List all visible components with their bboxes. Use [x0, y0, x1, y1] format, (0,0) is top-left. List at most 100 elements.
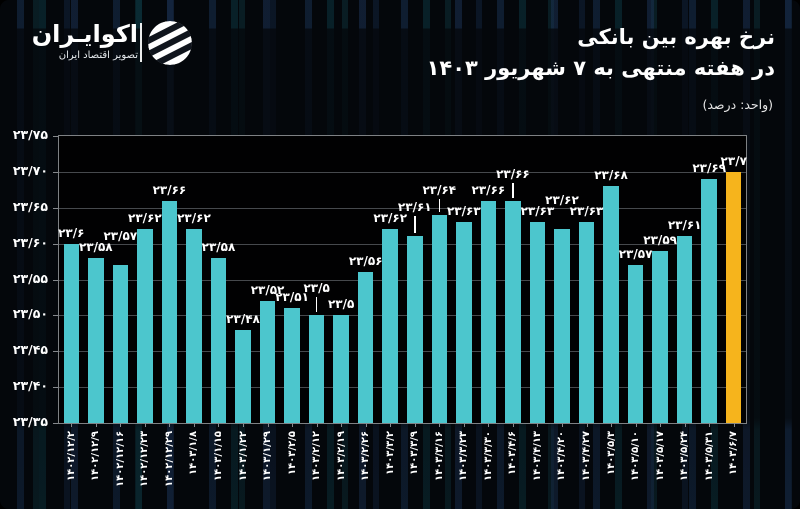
y-tick-label: ۲۳/۵۵: [12, 270, 48, 286]
bar: [357, 272, 374, 423]
bar: [308, 315, 325, 423]
bar-value-label: ۲۳/۶۳: [520, 204, 555, 219]
logo-separator: [140, 23, 142, 62]
y-tick: [53, 315, 58, 317]
x-tick: [390, 423, 392, 427]
bar: [627, 265, 644, 423]
x-tick-label: ۱۴۰۳/۵/۳: [605, 431, 617, 475]
x-tick: [193, 423, 195, 427]
x-tick-label: ۱۴۰۳/۳/۲: [384, 431, 396, 475]
bar: [88, 257, 104, 423]
x-tick-label: ۱۴۰۳/۱/۲۲: [237, 430, 249, 481]
x-tick: [635, 423, 637, 427]
x-tick: [512, 423, 514, 427]
y-tick-label: ۲۳/۷۰: [12, 162, 48, 178]
bar: [235, 329, 251, 423]
x-tick: [95, 423, 97, 427]
bar-value-label: ۲۳/۶۲: [373, 211, 408, 226]
label-leader-line: [438, 198, 441, 212]
bar-value-label: ۲۳/۵: [303, 281, 330, 296]
x-tick: [267, 423, 269, 427]
logo-tagline: تصویر اقتصاد ایران: [58, 50, 138, 61]
x-tick: [586, 423, 588, 427]
x-tick-label: ۱۴۰۳/۱/۲۹: [262, 430, 274, 481]
bar-value-label: ۲۳/۵۸: [201, 239, 236, 254]
bar: [63, 243, 80, 423]
bar-value-label: ۲۳/۶۸: [594, 168, 628, 183]
ecoiran-logo-icon: [148, 21, 192, 65]
bar-value-label: ۲۳/۵۱: [275, 290, 309, 305]
bar: [407, 236, 423, 423]
bar: [161, 200, 178, 423]
bar: [112, 265, 129, 423]
x-tick: [243, 423, 245, 427]
x-tick: [463, 423, 465, 427]
y-axis-labels: ۲۳/۷۵ ۲۳/۷۰ ۲۳/۶۵ ۲۳/۶۰ ۲۳/۵۵ ۲۳/۵۰ ۲۳/۴۵ ۲۳/۴۰…: [0, 127, 52, 429]
bar: [333, 315, 349, 423]
x-tick: [316, 423, 318, 427]
x-tick-label: ۱۴۰۲/۱۲/۲۳: [139, 430, 151, 487]
x-tick-label: ۱۴۰۲/۱۲/۱۶: [114, 430, 126, 487]
x-tick: [660, 423, 662, 427]
bar-value-label: ۲۳/۶۴: [422, 182, 457, 197]
x-tick: [488, 423, 490, 427]
gridline: [59, 279, 746, 281]
bar: [137, 229, 153, 423]
y-tick-label: ۲۳/۶۵: [12, 198, 48, 214]
bar: [701, 179, 717, 423]
bar: [603, 186, 619, 423]
bar-value-label: ۲۳/۶۶: [471, 182, 506, 197]
bar-value-label: ۲۳/۵۲: [250, 283, 285, 298]
chart-title-line1: نرخ بهره بین بانکی: [577, 25, 775, 49]
x-tick-label: ۱۴۰۳/۱/۸: [188, 431, 200, 475]
bar-value-label: ۲۳/۴۸: [226, 311, 260, 326]
bar-value-label: ۲۳/۶۲: [545, 193, 579, 208]
gridline: [59, 351, 746, 353]
x-tick-label: ۱۴۰۳/۵/۱۰: [630, 430, 642, 481]
bar: [456, 222, 472, 423]
x-tick: [439, 423, 441, 427]
bar-value-label: ۲۳/۵۷: [103, 229, 138, 244]
bar: [578, 222, 595, 423]
y-tick-label: ۲۳/۶۰: [12, 234, 48, 250]
x-tick: [292, 423, 294, 427]
bar-value-label: ۲۳/۶۳: [569, 204, 604, 219]
y-tick: [53, 136, 58, 137]
bar-value-label: ۲۳/۶۹: [692, 161, 727, 176]
bar-value-label: ۲۳/۶۱: [397, 200, 432, 215]
logo-name: اکوایـران: [31, 20, 138, 48]
x-tick: [611, 423, 613, 427]
x-tick: [561, 423, 563, 427]
bar-value-label: ۲۳/۵۹: [643, 232, 677, 247]
x-tick-label: ۱۴۰۳/۴/۲۰: [556, 430, 568, 481]
label-leader-line: [512, 182, 514, 198]
x-tick: [71, 423, 73, 427]
x-tick-label: ۱۴۰۲/۱۲/۲: [65, 430, 77, 481]
x-tick-label: ۱۴۰۳/۳/۱۶: [433, 430, 445, 481]
x-tick: [144, 423, 146, 427]
x-tick-label: ۱۴۰۳/۲/۲۶: [360, 430, 372, 481]
x-tick-label: ۱۴۰۳/۲/۵: [286, 431, 298, 475]
x-tick-label: ۱۴۰۳/۳/۳۰: [482, 430, 494, 481]
y-tick-label: ۲۳/۷۵: [12, 127, 48, 142]
y-tick-label: ۲۳/۴۰: [12, 378, 48, 394]
y-tick: [53, 387, 58, 389]
x-tick-label: ۱۴۰۳/۵/۲۴: [679, 430, 691, 481]
gridline: [59, 243, 746, 245]
gridline: [59, 315, 746, 317]
y-tick: [53, 279, 58, 281]
y-tick: [53, 171, 58, 173]
x-tick-label: ۱۴۰۳/۵/۳۱: [703, 430, 715, 481]
bar-value-label: ۲۳/۵۸: [78, 239, 113, 254]
y-tick: [53, 423, 58, 424]
bar: [676, 236, 693, 423]
bar-value-label: ۲۳/۶۶: [152, 182, 187, 197]
y-tick-label: ۲۳/۴۵: [12, 342, 48, 358]
bar: [186, 229, 202, 423]
x-tick: [537, 423, 539, 427]
x-tick: [218, 423, 220, 427]
plot-area: ۲۳/۶ ۱۴۰۲/۱۲/۲ ۲۳/۵۸ ۱۴۰۲/۱۲/۹ ۲۳/۵۷ ۱۴۰۲/۱۲/…: [53, 135, 747, 487]
x-tick: [120, 423, 122, 427]
x-tick-label: ۱۴۰۳/۶/۷: [728, 431, 740, 475]
